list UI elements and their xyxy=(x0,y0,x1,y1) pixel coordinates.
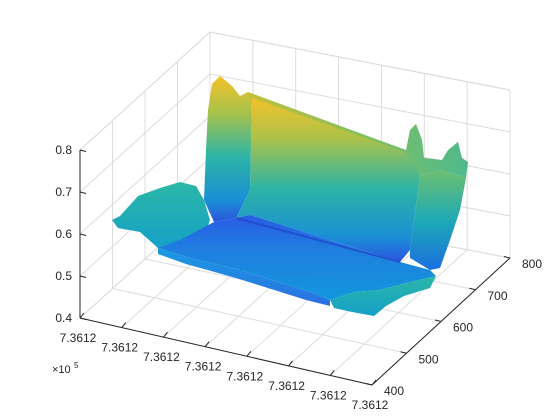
x-exponent: ×10 xyxy=(52,364,71,376)
y-tick xyxy=(503,256,511,259)
surface-slope xyxy=(236,98,420,262)
box-edge xyxy=(79,31,211,151)
y-tick xyxy=(400,351,407,354)
axes: 0.4 0.5 0.6 0.7 0.8 7.3612 7.3612 7.3612 7.3612 7… xyxy=(52,143,542,412)
gridline-z xyxy=(209,73,511,133)
x-tick xyxy=(246,350,252,357)
y-tick-label: 400 xyxy=(384,384,404,398)
x-tick xyxy=(371,379,377,386)
y-tick-label: 600 xyxy=(453,321,473,335)
surface xyxy=(112,76,468,316)
gridline-y xyxy=(112,288,407,354)
surface-front-lip xyxy=(158,248,330,306)
x-tick xyxy=(163,331,168,338)
surface-top-ramp xyxy=(248,92,468,178)
y-tick-label: 800 xyxy=(522,257,542,271)
z-tick xyxy=(79,191,87,194)
x-tick-label: 7.3612 xyxy=(60,331,97,345)
y-tick-label: 500 xyxy=(419,352,439,366)
y-tick xyxy=(365,383,373,386)
surface-shade-line xyxy=(235,217,401,263)
x-axis-line xyxy=(79,317,373,386)
box-edge xyxy=(209,31,511,91)
y-tick-label: 700 xyxy=(488,289,508,303)
z-tick xyxy=(79,233,87,236)
surface-left-wing xyxy=(112,182,210,250)
y-tick xyxy=(434,319,442,322)
x-tick-label: 7.3612 xyxy=(352,398,389,412)
z-tick xyxy=(79,275,87,278)
x-tick xyxy=(329,370,335,376)
x-tick-label: 7.3612 xyxy=(143,350,180,364)
surface-back-wall xyxy=(204,76,252,222)
x-tick xyxy=(204,341,210,348)
x-tick xyxy=(288,360,293,367)
z-tick xyxy=(79,149,87,152)
surface-shade-line xyxy=(239,269,411,283)
surface-right-wall xyxy=(410,170,466,270)
z-tick-label: 0.8 xyxy=(55,143,72,157)
x-tick-label: 7.3612 xyxy=(268,379,305,393)
z-tick xyxy=(79,317,87,320)
z-tick-label: 0.4 xyxy=(55,311,72,325)
y-tick xyxy=(469,287,476,291)
x-tick-label: 7.3612 xyxy=(101,341,138,355)
surface-right-wing xyxy=(330,276,436,316)
x-tick xyxy=(121,322,127,328)
x-tick xyxy=(79,312,85,319)
x-tick-label: 7.3612 xyxy=(185,360,222,374)
z-tick-label: 0.6 xyxy=(55,227,72,241)
x-exponent-power: 5 xyxy=(74,361,79,370)
x-tick-label: 7.3612 xyxy=(227,369,264,383)
z-tick-label: 0.5 xyxy=(55,269,72,283)
x-tick-label: 7.3612 xyxy=(310,388,347,402)
z-tick-label: 0.7 xyxy=(55,185,72,199)
